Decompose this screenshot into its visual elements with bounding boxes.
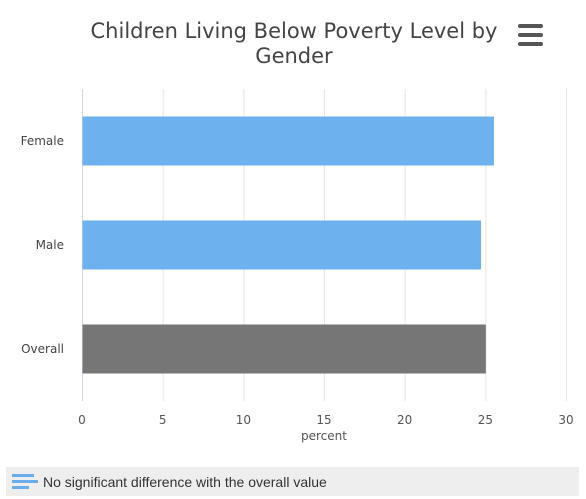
category-label: Overall — [21, 342, 64, 356]
category-labels: Female Male Overall — [21, 134, 64, 356]
bars — [82, 116, 494, 374]
category-label: Male — [36, 238, 64, 252]
hamburger-menu-icon — [518, 24, 543, 28]
x-tick-label: 30 — [558, 413, 573, 427]
x-tick-label: 20 — [397, 413, 412, 427]
hamburger-menu-icon-bar — [518, 33, 543, 37]
chart-title-line: Children Living Below Poverty Level by — [91, 19, 498, 43]
bar-lines-icon — [12, 474, 38, 489]
legend: No significant difference with the overa… — [6, 467, 579, 496]
bar-overall[interactable] — [82, 324, 486, 374]
x-tick-label: 5 — [159, 413, 167, 427]
x-tick-labels: 0 5 10 15 20 25 30 — [78, 413, 573, 427]
x-tick-label: 0 — [78, 413, 86, 427]
x-axis-title: percent — [301, 429, 347, 443]
hamburger-menu-icon-bar — [518, 42, 543, 46]
x-tick-label: 10 — [236, 413, 251, 427]
x-tick-label: 15 — [316, 413, 331, 427]
x-tick-label: 25 — [478, 413, 493, 427]
chart-title-line: Gender — [255, 44, 333, 68]
chart-menu-button[interactable] — [512, 18, 548, 52]
bar-female[interactable] — [82, 116, 494, 166]
bar-male[interactable] — [82, 220, 481, 270]
category-label: Female — [21, 134, 64, 148]
chart-title: Children Living Below Poverty Level byGe… — [91, 19, 498, 68]
legend-text: No significant difference with the overa… — [43, 474, 327, 490]
